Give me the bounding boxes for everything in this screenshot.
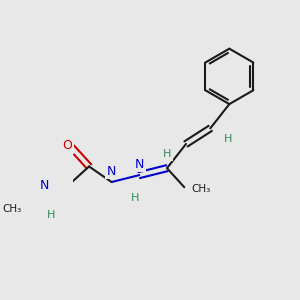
Text: H: H: [163, 149, 171, 159]
Text: CH₃: CH₃: [191, 184, 211, 194]
Text: N: N: [135, 158, 144, 171]
Text: O: O: [62, 139, 72, 152]
Text: N: N: [39, 178, 49, 192]
Text: N: N: [107, 165, 116, 178]
Text: H: H: [224, 134, 232, 144]
Text: H: H: [47, 210, 55, 220]
Text: H: H: [130, 193, 139, 202]
Text: CH₃: CH₃: [2, 204, 21, 214]
